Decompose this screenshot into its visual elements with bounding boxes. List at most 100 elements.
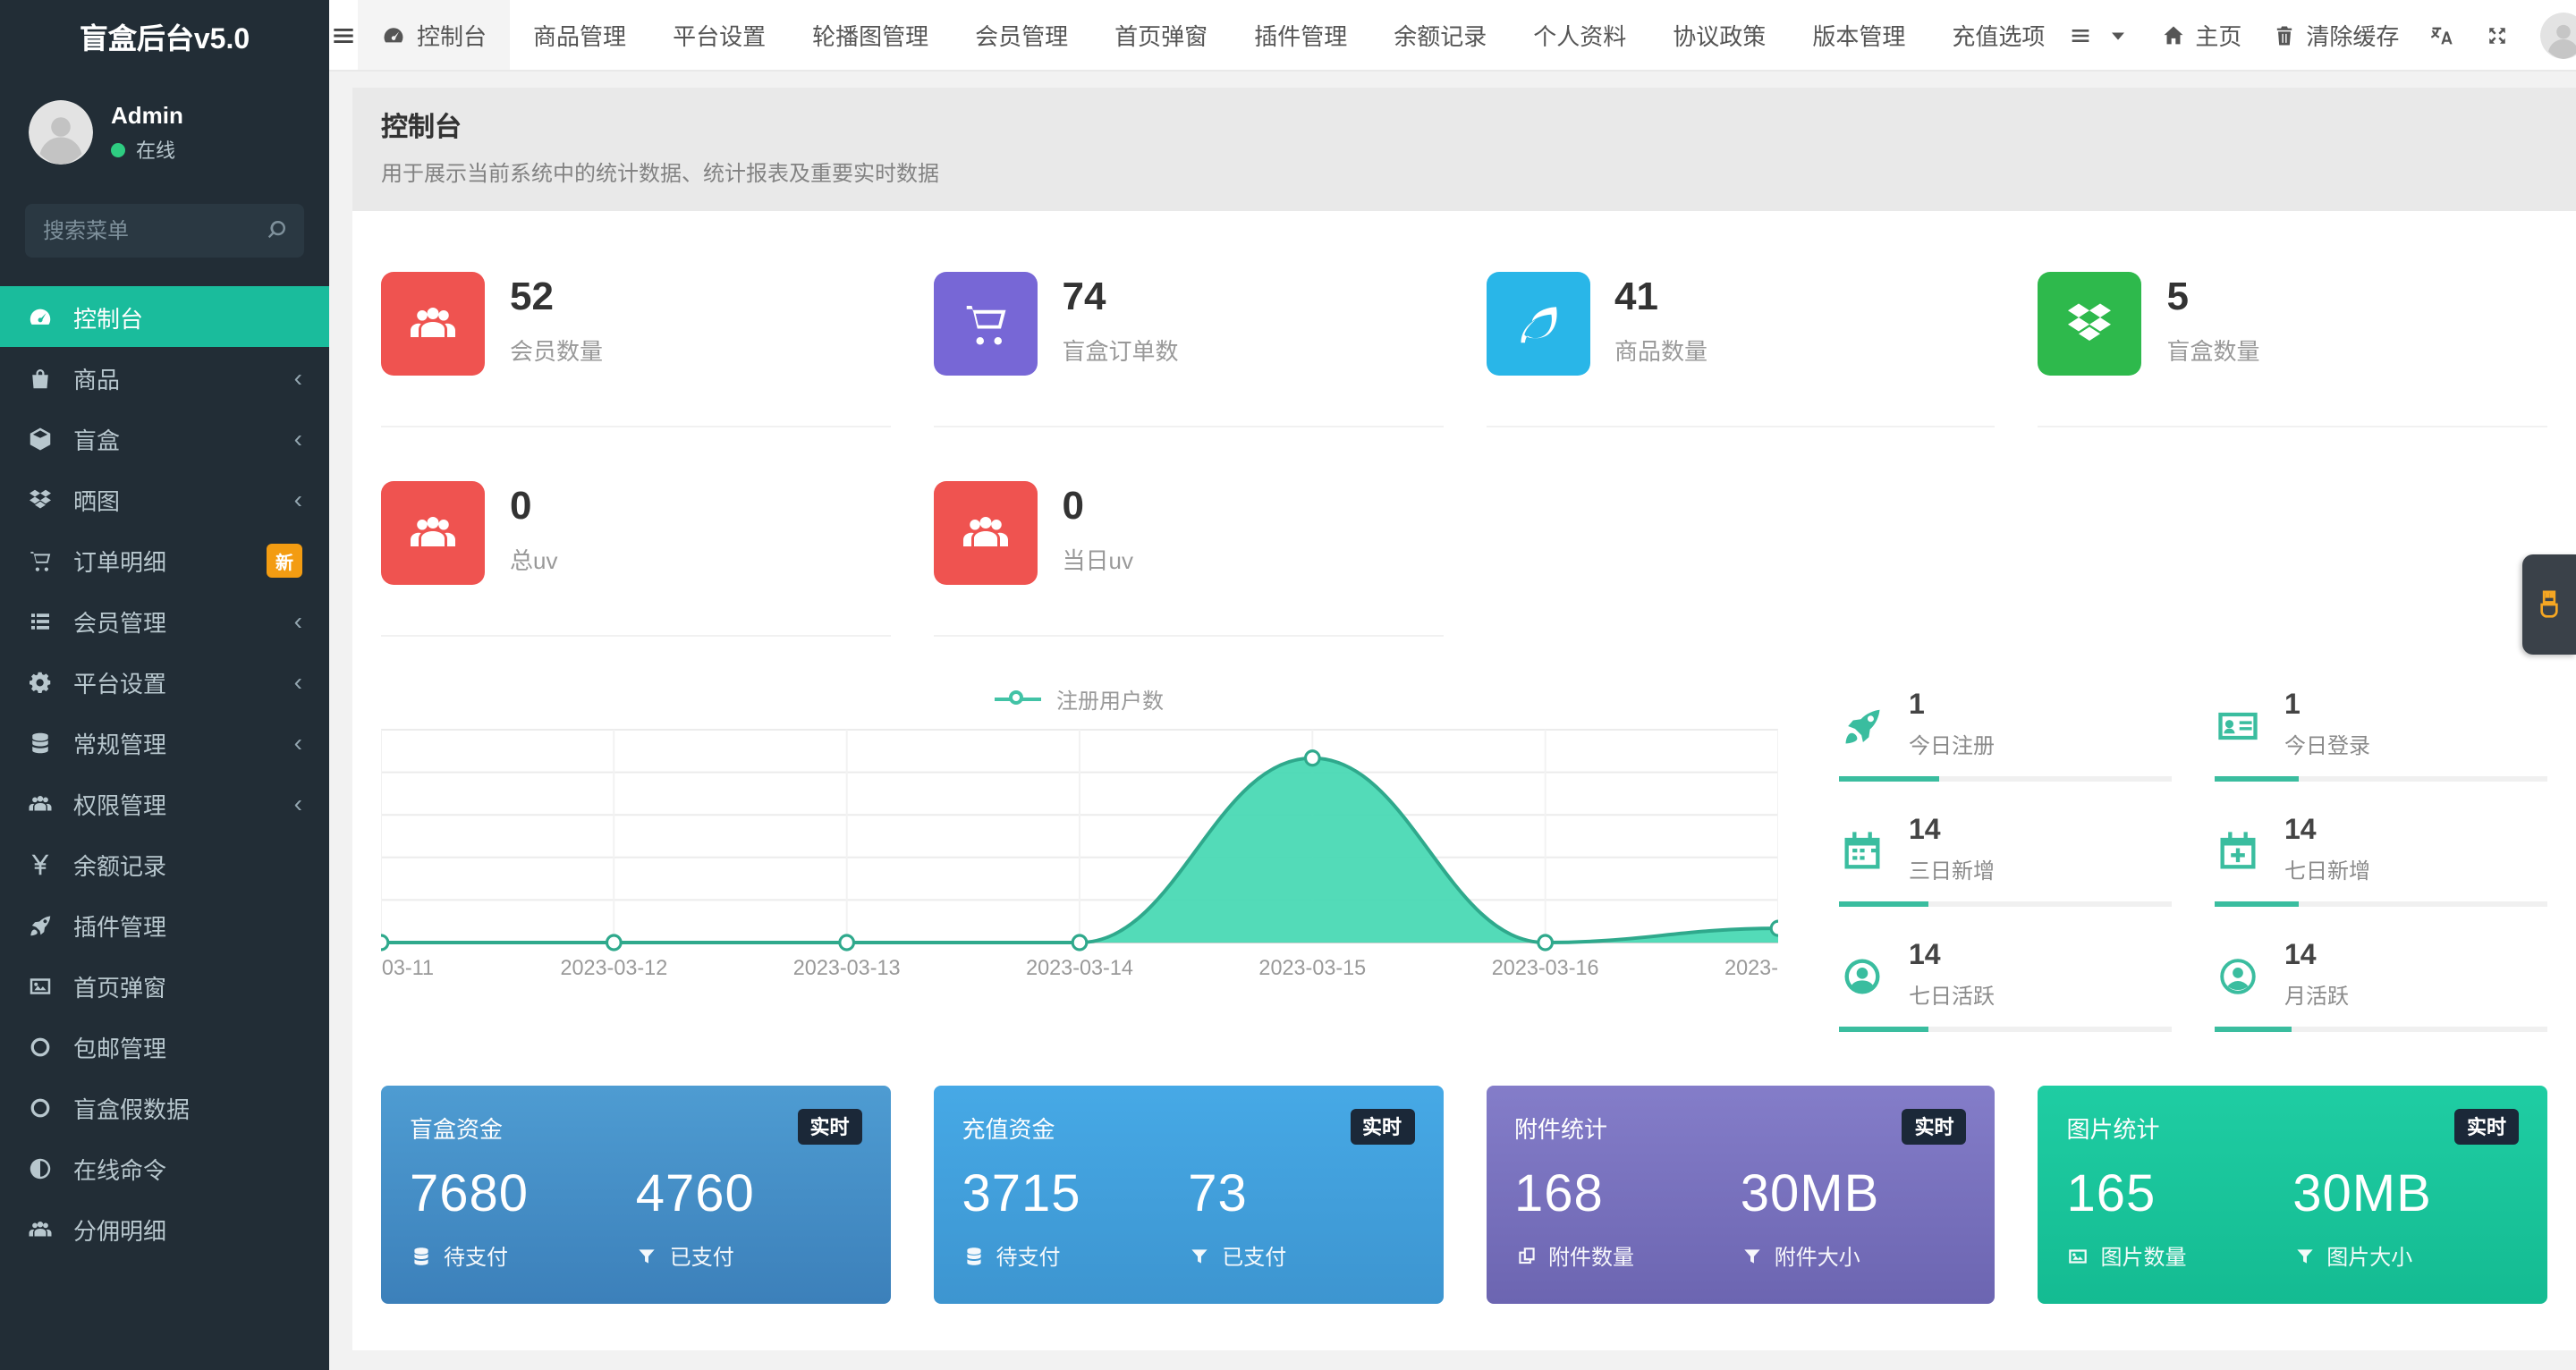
card-value: 165	[2066, 1166, 2157, 1223]
tab-6[interactable]: 插件管理	[1231, 0, 1370, 70]
stat-label: 总uv	[510, 547, 558, 574]
usb-icon	[2531, 587, 2567, 622]
user-menu[interactable]: Admin	[2540, 12, 2576, 58]
mini-stat-0: 1 今日注册	[1839, 690, 2172, 782]
mini-stat-value: 14	[1909, 941, 1941, 971]
idcard-icon	[2215, 702, 2261, 748]
mini-stat-3: 14 七日新增	[2215, 816, 2547, 907]
summary-cards: 盲盒资金 实时 7680 待支付 4760 已支付 充值资金 实时 3715 待…	[352, 1032, 2576, 1350]
user-name: Admin	[111, 101, 183, 128]
fullscreen-button[interactable]	[2485, 22, 2510, 47]
tab-4[interactable]: 会员管理	[952, 0, 1091, 70]
tab-label: 轮播图管理	[812, 23, 929, 50]
sidebar-item-11[interactable]: 首页弹窗	[0, 955, 329, 1016]
cart-icon	[27, 546, 54, 573]
mini-stat-label: 七日新增	[2284, 858, 2371, 884]
svg-text:2023-03-15: 2023-03-15	[1258, 957, 1366, 980]
stat-card-4: 0 总uv	[381, 481, 891, 637]
chevron-left-icon: ‹	[293, 789, 302, 817]
mini-progress	[2215, 901, 2547, 907]
search-icon[interactable]	[263, 216, 290, 243]
sidebar-item-15[interactable]: 分佣明细	[0, 1198, 329, 1259]
dropbox-icon	[2063, 297, 2117, 351]
sidebar-item-9[interactable]: 余额记录	[0, 833, 329, 894]
stat-label: 盲盒数量	[2166, 338, 2260, 365]
sidebar-item-13[interactable]: 盲盒假数据	[0, 1077, 329, 1137]
realtime-badge: 实时	[1350, 1109, 1414, 1145]
registrations-chart: 2023-03-11 2023-03-12 2023-03-13 2023-03-14…	[381, 729, 1778, 980]
mini-stat-label: 七日活跃	[1909, 984, 1996, 1009]
database-icon	[27, 729, 54, 756]
tab-5[interactable]: 首页弹窗	[1091, 0, 1231, 70]
sidebar-item-label: 首页弹窗	[73, 974, 167, 1001]
card-value: 4760	[635, 1166, 755, 1223]
sidebar-item-8[interactable]: 权限管理 ‹	[0, 773, 329, 833]
sidebar-item-10[interactable]: 插件管理	[0, 894, 329, 955]
tab-label: 个人资料	[1533, 23, 1627, 50]
card-title: 图片统计	[2066, 1115, 2160, 1142]
online-dot-icon	[111, 142, 125, 156]
sidebar-item-label: 分佣明细	[73, 1217, 167, 1244]
tab-3[interactable]: 轮播图管理	[789, 0, 952, 70]
tab-label: 会员管理	[975, 23, 1069, 50]
chart-legend[interactable]: 注册用户数	[381, 683, 1778, 715]
sidebar-item-6[interactable]: 平台设置 ‹	[0, 651, 329, 712]
mini-stats-grid: 1 今日注册 1 今日登录 14 三日新增 14 七日新增 14 七日活跃 14…	[1839, 683, 2547, 1032]
sidebar-item-3[interactable]: 晒图 ‹	[0, 469, 329, 529]
tab-10[interactable]: 版本管理	[1789, 0, 1928, 70]
language-icon	[2429, 22, 2454, 47]
users-icon	[27, 1215, 54, 1242]
tab-1[interactable]: 商品管理	[510, 0, 649, 70]
sidebar-item-0[interactable]: 控制台	[0, 286, 329, 347]
calendar-plus-icon	[2215, 827, 2261, 874]
theme-drawer-button[interactable]	[2522, 554, 2576, 655]
tab-label: 商品管理	[533, 23, 627, 50]
svg-text:2023-03-14: 2023-03-14	[1026, 957, 1133, 980]
tabs-dropdown-button[interactable]	[2068, 22, 2131, 47]
image-icon	[27, 972, 54, 999]
sidebar-item-1[interactable]: 商品 ‹	[0, 347, 329, 408]
mini-stat-4: 14 七日活跃	[1839, 941, 2172, 1032]
sidebar-item-14[interactable]: 在线命令	[0, 1137, 329, 1198]
tab-11[interactable]: 充值选项	[1928, 0, 2068, 70]
menu-search	[25, 204, 304, 258]
adjust-icon	[27, 1154, 54, 1181]
language-button[interactable]	[2429, 22, 2454, 47]
sidebar-item-label: 商品	[73, 366, 121, 393]
copy-icon	[1514, 1245, 1538, 1268]
calendar-icon	[1839, 827, 1885, 874]
tab-0[interactable]: 控制台	[358, 0, 511, 70]
gear-icon	[27, 668, 54, 695]
svg-text:2023-03-13: 2023-03-13	[793, 957, 901, 980]
stat-card-3: 5 盲盒数量	[2038, 272, 2547, 427]
mini-stat-5: 14 月活跃	[2215, 941, 2547, 1032]
tab-8[interactable]: 个人资料	[1510, 0, 1649, 70]
mini-stat-label: 今日注册	[1909, 733, 1996, 758]
chevron-left-icon: ‹	[293, 485, 302, 513]
tab-2[interactable]: 平台设置	[649, 0, 789, 70]
clear-cache-button[interactable]: 清除缓存	[2272, 18, 2399, 52]
sidebar-item-5[interactable]: 会员管理 ‹	[0, 590, 329, 651]
stat-card-2: 41 商品数量	[1486, 272, 1996, 427]
tab-9[interactable]: 协议政策	[1649, 0, 1789, 70]
sidebar-item-2[interactable]: 盲盒 ‹	[0, 408, 329, 469]
sidebar-item-7[interactable]: 常规管理 ‹	[0, 712, 329, 773]
tab-7[interactable]: 余额记录	[1370, 0, 1510, 70]
svg-text:2023-03-12: 2023-03-12	[560, 957, 667, 980]
funnel-icon	[1188, 1245, 1211, 1268]
card-value: 168	[1514, 1166, 1604, 1223]
summary-card-2: 附件统计 实时 168 附件数量 30MB 附件大小	[1486, 1086, 1996, 1304]
sidebar-item-4[interactable]: 订单明细 新	[0, 529, 329, 590]
trash-icon	[2272, 22, 2297, 47]
sidebar-toggle-button[interactable]	[329, 0, 358, 71]
home-button[interactable]: 主页	[2161, 18, 2241, 52]
tab-label: 协议政策	[1673, 23, 1767, 50]
sidebar-item-12[interactable]: 包邮管理	[0, 1016, 329, 1077]
svg-text:2023-03-16: 2023-03-16	[1492, 957, 1599, 980]
card-value-label: 已支付	[669, 1245, 734, 1270]
search-input[interactable]	[25, 204, 304, 258]
page-header: 控制台 用于展示当前系统中的统计数据、统计报表及重要实时数据	[352, 88, 2576, 211]
analytics-row: 注册用户数 2023-03-112023-03-122023-03-132023…	[352, 637, 2576, 1032]
mini-progress	[2215, 1027, 2547, 1032]
